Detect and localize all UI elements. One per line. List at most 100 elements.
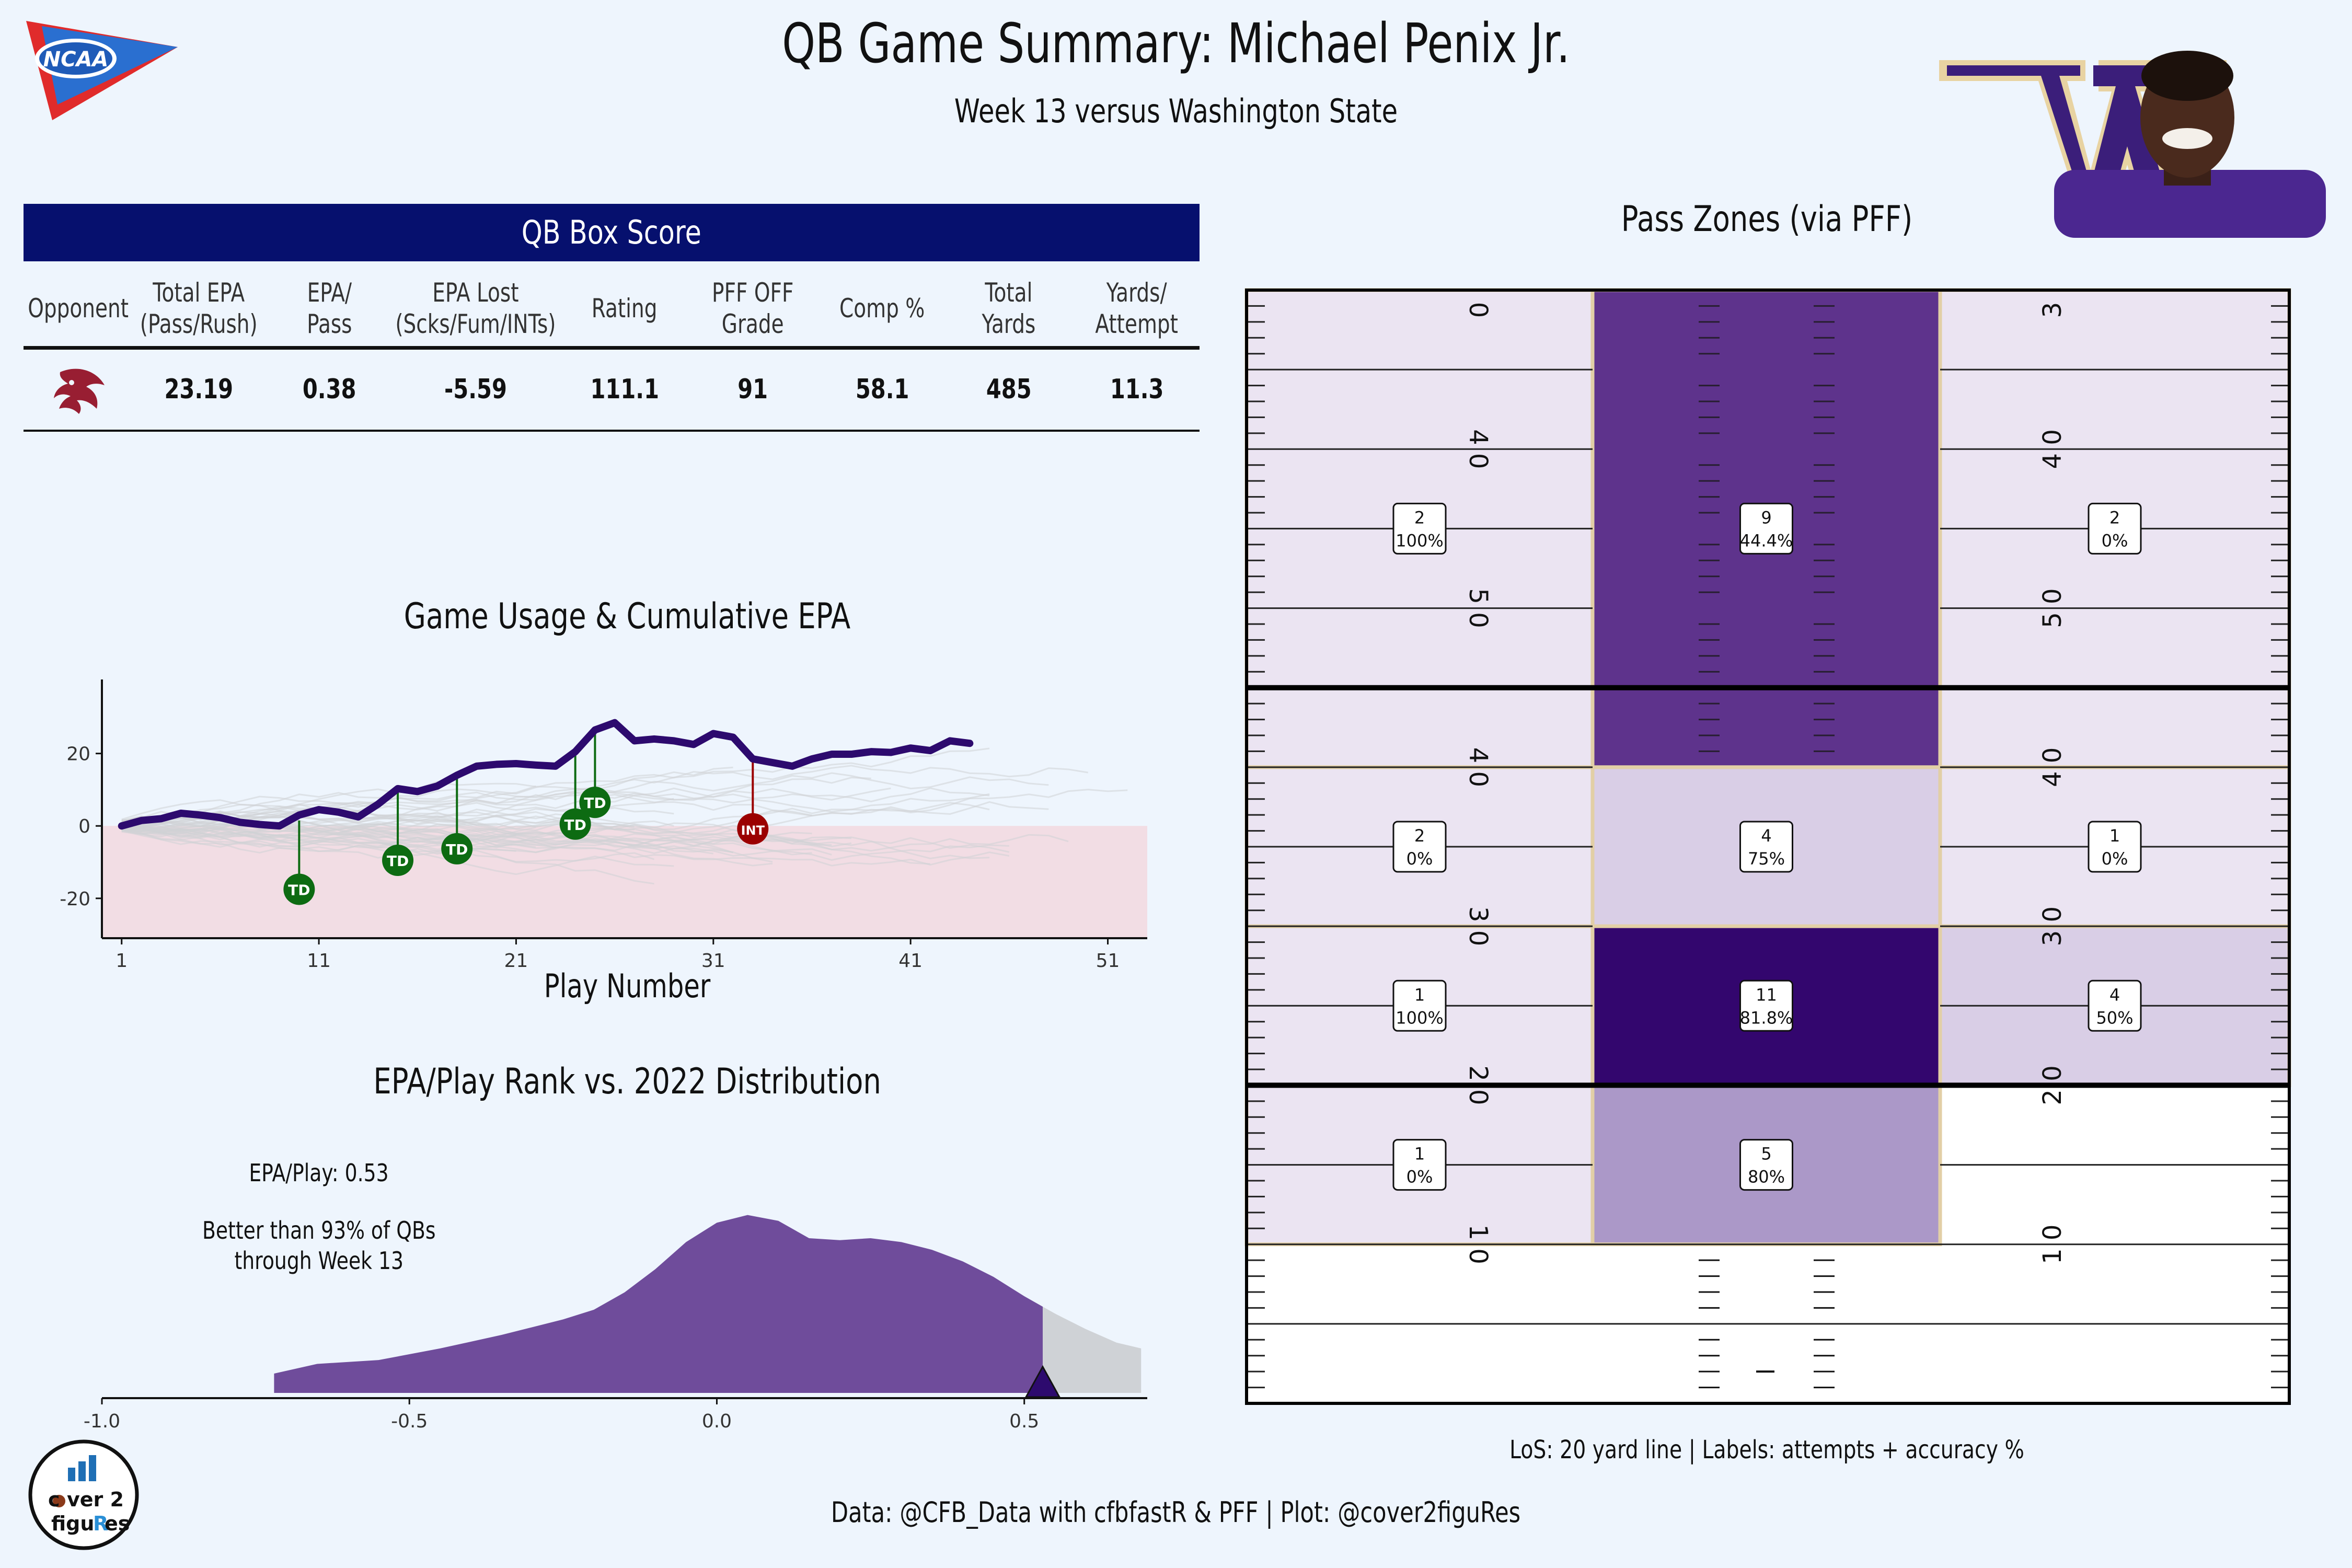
yard-number-left: 1 0 [1463,1225,1493,1264]
distribution-below-area [274,1215,1043,1393]
box-score-header-rule [24,346,1200,350]
play-marker [382,845,414,877]
player-photo [2054,51,2326,238]
pass-zones-caption: LoS: 20 yard line | Labels: attempts + a… [1509,1435,2024,1465]
logo-r-text: R [93,1512,108,1535]
zone-label: 1 100% [1392,979,1447,1032]
zone-accuracy: 0% [2102,849,2128,869]
box-cell-8: 11.3 [1110,374,1164,405]
opponent-cell [29,362,133,417]
zone-label: 10% [1392,1139,1447,1191]
epa-marker-triangle [1024,1365,1061,1398]
col-head-8: Yards/ Attempt [1095,278,1179,339]
zone-attempts: 4 [2109,985,2120,1005]
yard-number-right: 3 0 [2038,906,2067,946]
zone-attempts: 5 [1761,1144,1771,1164]
zone-accuracy: 100% [1396,1008,1443,1028]
distribution-rest-area [1043,1306,1142,1393]
field-border [1245,289,2291,1405]
usage-x-tick-label: 21 [504,950,528,972]
usage-chart-title: Game Usage & Cumulative EPA [403,596,851,637]
zone-accuracy: 44.4% [1740,531,1793,550]
usage-x-tick-label: 41 [898,950,923,972]
epa-distribution-chart: -1.0 -0.5 0.0 0.5 [84,1215,1147,1432]
team-player-graphic [1939,51,2326,238]
penix-cumulative-epa-line [118,719,974,830]
zone-attempts: 1 [1414,985,1425,1005]
yard-number-right: 3 [2038,302,2067,318]
yard-number-left: 5 0 [1463,588,1493,628]
dist-x-tick-label: -1.0 [84,1411,120,1432]
usage-y-tick-label: 0 [78,816,90,837]
usage-x-tick-label: 31 [701,950,725,972]
zone-attempts: 1 [2109,826,2120,846]
zone-accuracy: 0% [1406,849,1433,869]
zone-accuracy: 0% [2102,531,2128,550]
yard-number-left: 0 [1463,302,1493,318]
wsu-cougar-logo-icon [54,368,105,414]
zone-attempts: 2 [2109,508,2120,527]
yard-number-left: 4 0 [1463,747,1493,787]
zone-attempts: 9 [1761,508,1771,527]
play-marker-label: TD [288,881,310,898]
zone-label: 20% [2088,502,2142,555]
box-cell-3: -5.59 [444,374,507,405]
logo-ver2-text: ver 2 [67,1488,124,1511]
zone-label: 580% [1739,1139,1793,1191]
zone-label: 2 100% [1392,502,1447,555]
league-line [121,765,1089,827]
col-head-5: PFF OFF Grade [711,278,794,339]
league-line [121,820,773,867]
zone-label: 10% [2088,821,2142,873]
usage-x-tick-label: 11 [307,950,331,972]
epa-per-play-note: EPA/Play: 0.53 [249,1159,389,1187]
box-cell-1: 23.19 [164,374,233,405]
footer-credits: Data: @CFB_Data with cfbfastR & PFF | Pl… [831,1496,1521,1529]
ncaa-logo-text: NCAA [43,48,109,72]
league-line [121,821,832,856]
logo-c-text: c [48,1488,60,1511]
zone-attempts: 2 [1414,826,1425,846]
dist-x-tick-label: 0.5 [1009,1411,1039,1432]
league-line [121,747,990,823]
yard-number-right: 4 0 [2038,747,2067,787]
col-head-1: Total EPA (Pass/Rush) [140,278,258,339]
col-head-2: EPA/ Pass [306,278,352,339]
play-marker-label: TD [387,852,409,870]
ncaa-logo-icon: NCAA [26,21,178,120]
league-line [121,766,733,823]
league-line [121,791,812,825]
yard-number-right: 1 0 [2038,1225,2067,1264]
box-cell-4: 111.1 [590,374,659,405]
box-cell-2: 0.38 [302,374,356,405]
col-head-3: EPA Lost (Scks/Fum/INTs) [395,278,556,339]
football-icon [53,1495,65,1507]
dist-x-tick-label: -0.5 [391,1411,428,1432]
yard-number-right: 4 0 [2038,429,2067,469]
play-marker [559,808,591,840]
usage-y-tick-label: 20 [66,744,90,765]
col-head-0: Opponent [28,293,129,324]
box-score-bottom-rule [24,430,1200,432]
play-marker-label: TD [584,794,606,812]
zone-accuracy: 75% [1748,849,1785,869]
page-subtitle: Week 13 versus Washington State [954,92,1398,130]
dist-x-tick-label: 0.0 [702,1411,732,1432]
yard-number-left: 2 0 [1463,1065,1493,1105]
zone-label: 11 81.8% [1739,979,1793,1032]
zone-attempts: 2 [1414,508,1425,527]
yard-number-left: 4 0 [1463,429,1493,469]
play-marker [283,873,315,905]
zone-label: 450% [2088,979,2142,1032]
cover2figures-logo: c ver 2 figu R es [28,1439,139,1550]
col-head-6: Comp % [839,293,925,324]
rank-note: Better than 93% of QBs through Week 13 [202,1216,436,1275]
zone-attempts: 1 [1414,1144,1425,1164]
pass-zones-title: Pass Zones (via PFF) [1621,199,1912,240]
zone-attempts: 4 [1761,826,1771,846]
play-marker-label: TD [564,816,586,834]
box-cell-6: 58.1 [855,374,909,405]
play-marker [737,813,769,845]
box-cell-7: 485 [986,374,1032,405]
